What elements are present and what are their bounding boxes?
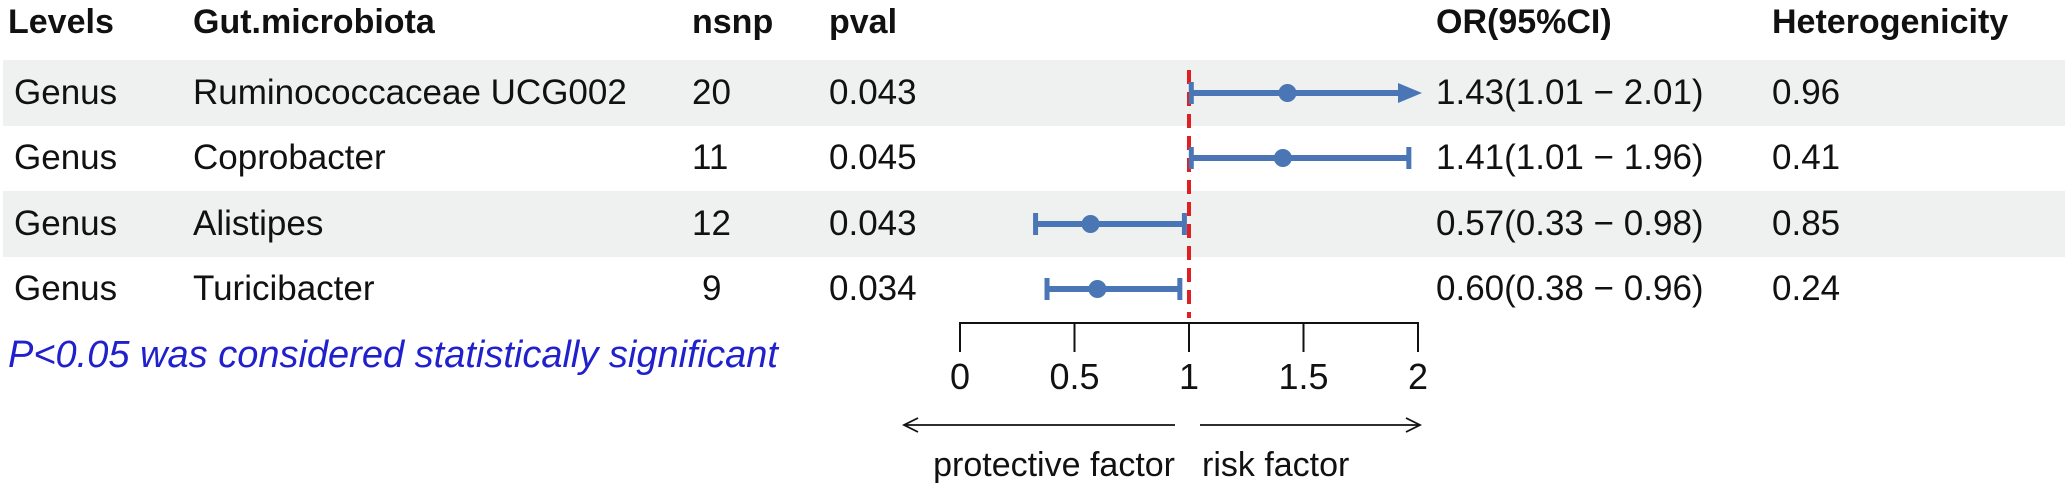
row-2-microbiota: Coprobacter — [193, 138, 386, 177]
header-levels: Levels — [8, 3, 114, 41]
protective-factor-label: protective factor — [933, 446, 1175, 484]
row-4-pval: 0.034 — [829, 269, 917, 308]
header-nsnp: nsnp — [692, 3, 774, 41]
estimate-point-2 — [1273, 149, 1292, 167]
row-4-nsnp: 9 — [702, 269, 722, 308]
x-tick-label-0: 0 — [950, 356, 970, 397]
row-3-level: Genus — [14, 204, 118, 243]
row-3-pval: 0.043 — [829, 204, 917, 243]
row-background-1 — [3, 60, 2065, 126]
row-2-level: Genus — [14, 138, 118, 177]
x-tick-label-2: 1 — [1179, 356, 1199, 397]
row-4-heterogenicity: 0.24 — [1772, 269, 1841, 308]
row-1-nsnp: 20 — [692, 73, 731, 112]
header-microbiota: Gut.microbiota — [193, 3, 435, 41]
ci-upper-arrow-1 — [1398, 83, 1422, 103]
protective-arrow-head — [901, 417, 919, 433]
x-tick-label-1: 0.5 — [1049, 356, 1099, 397]
header-heterogenicity: Heterogenicity — [1772, 3, 2009, 41]
header-or: OR(95%CI) — [1436, 3, 1612, 41]
row-1-heterogenicity: 0.96 — [1772, 73, 1841, 112]
row-3-nsnp: 12 — [692, 204, 731, 243]
row-3-microbiota: Alistipes — [193, 204, 324, 243]
estimate-point-4 — [1088, 280, 1107, 298]
row-3-or-ci: 0.57(0.33 − 0.98) — [1436, 204, 1704, 243]
row-3-heterogenicity: 0.85 — [1772, 204, 1841, 243]
row-1-level: Genus — [14, 73, 118, 112]
risk-factor-label: risk factor — [1202, 446, 1349, 484]
row-1-or-ci: 1.43(1.01 − 2.01) — [1436, 73, 1704, 112]
row-1-pval: 0.043 — [829, 73, 917, 112]
row-2-heterogenicity: 0.41 — [1772, 138, 1841, 177]
row-2-nsnp: 11 — [692, 138, 729, 177]
risk-arrow-head — [1405, 417, 1423, 433]
significance-footnote: P<0.05 was considered statistically sign… — [8, 334, 778, 376]
row-4-level: Genus — [14, 269, 118, 308]
row-2-or-ci: 1.41(1.01 − 1.96) — [1436, 138, 1704, 177]
row-2-pval: 0.045 — [829, 138, 917, 177]
row-4-or-ci: 0.60(0.38 − 0.96) — [1436, 269, 1704, 308]
row-1-microbiota: Ruminococcaceae UCG002 — [193, 73, 627, 112]
estimate-point-1 — [1278, 84, 1297, 102]
estimate-point-3 — [1081, 215, 1100, 233]
x-tick-label-4: 2 — [1408, 356, 1428, 397]
x-tick-label-3: 1.5 — [1278, 356, 1328, 397]
row-4-microbiota: Turicibacter — [193, 269, 375, 308]
header-pval: pval — [829, 3, 898, 41]
